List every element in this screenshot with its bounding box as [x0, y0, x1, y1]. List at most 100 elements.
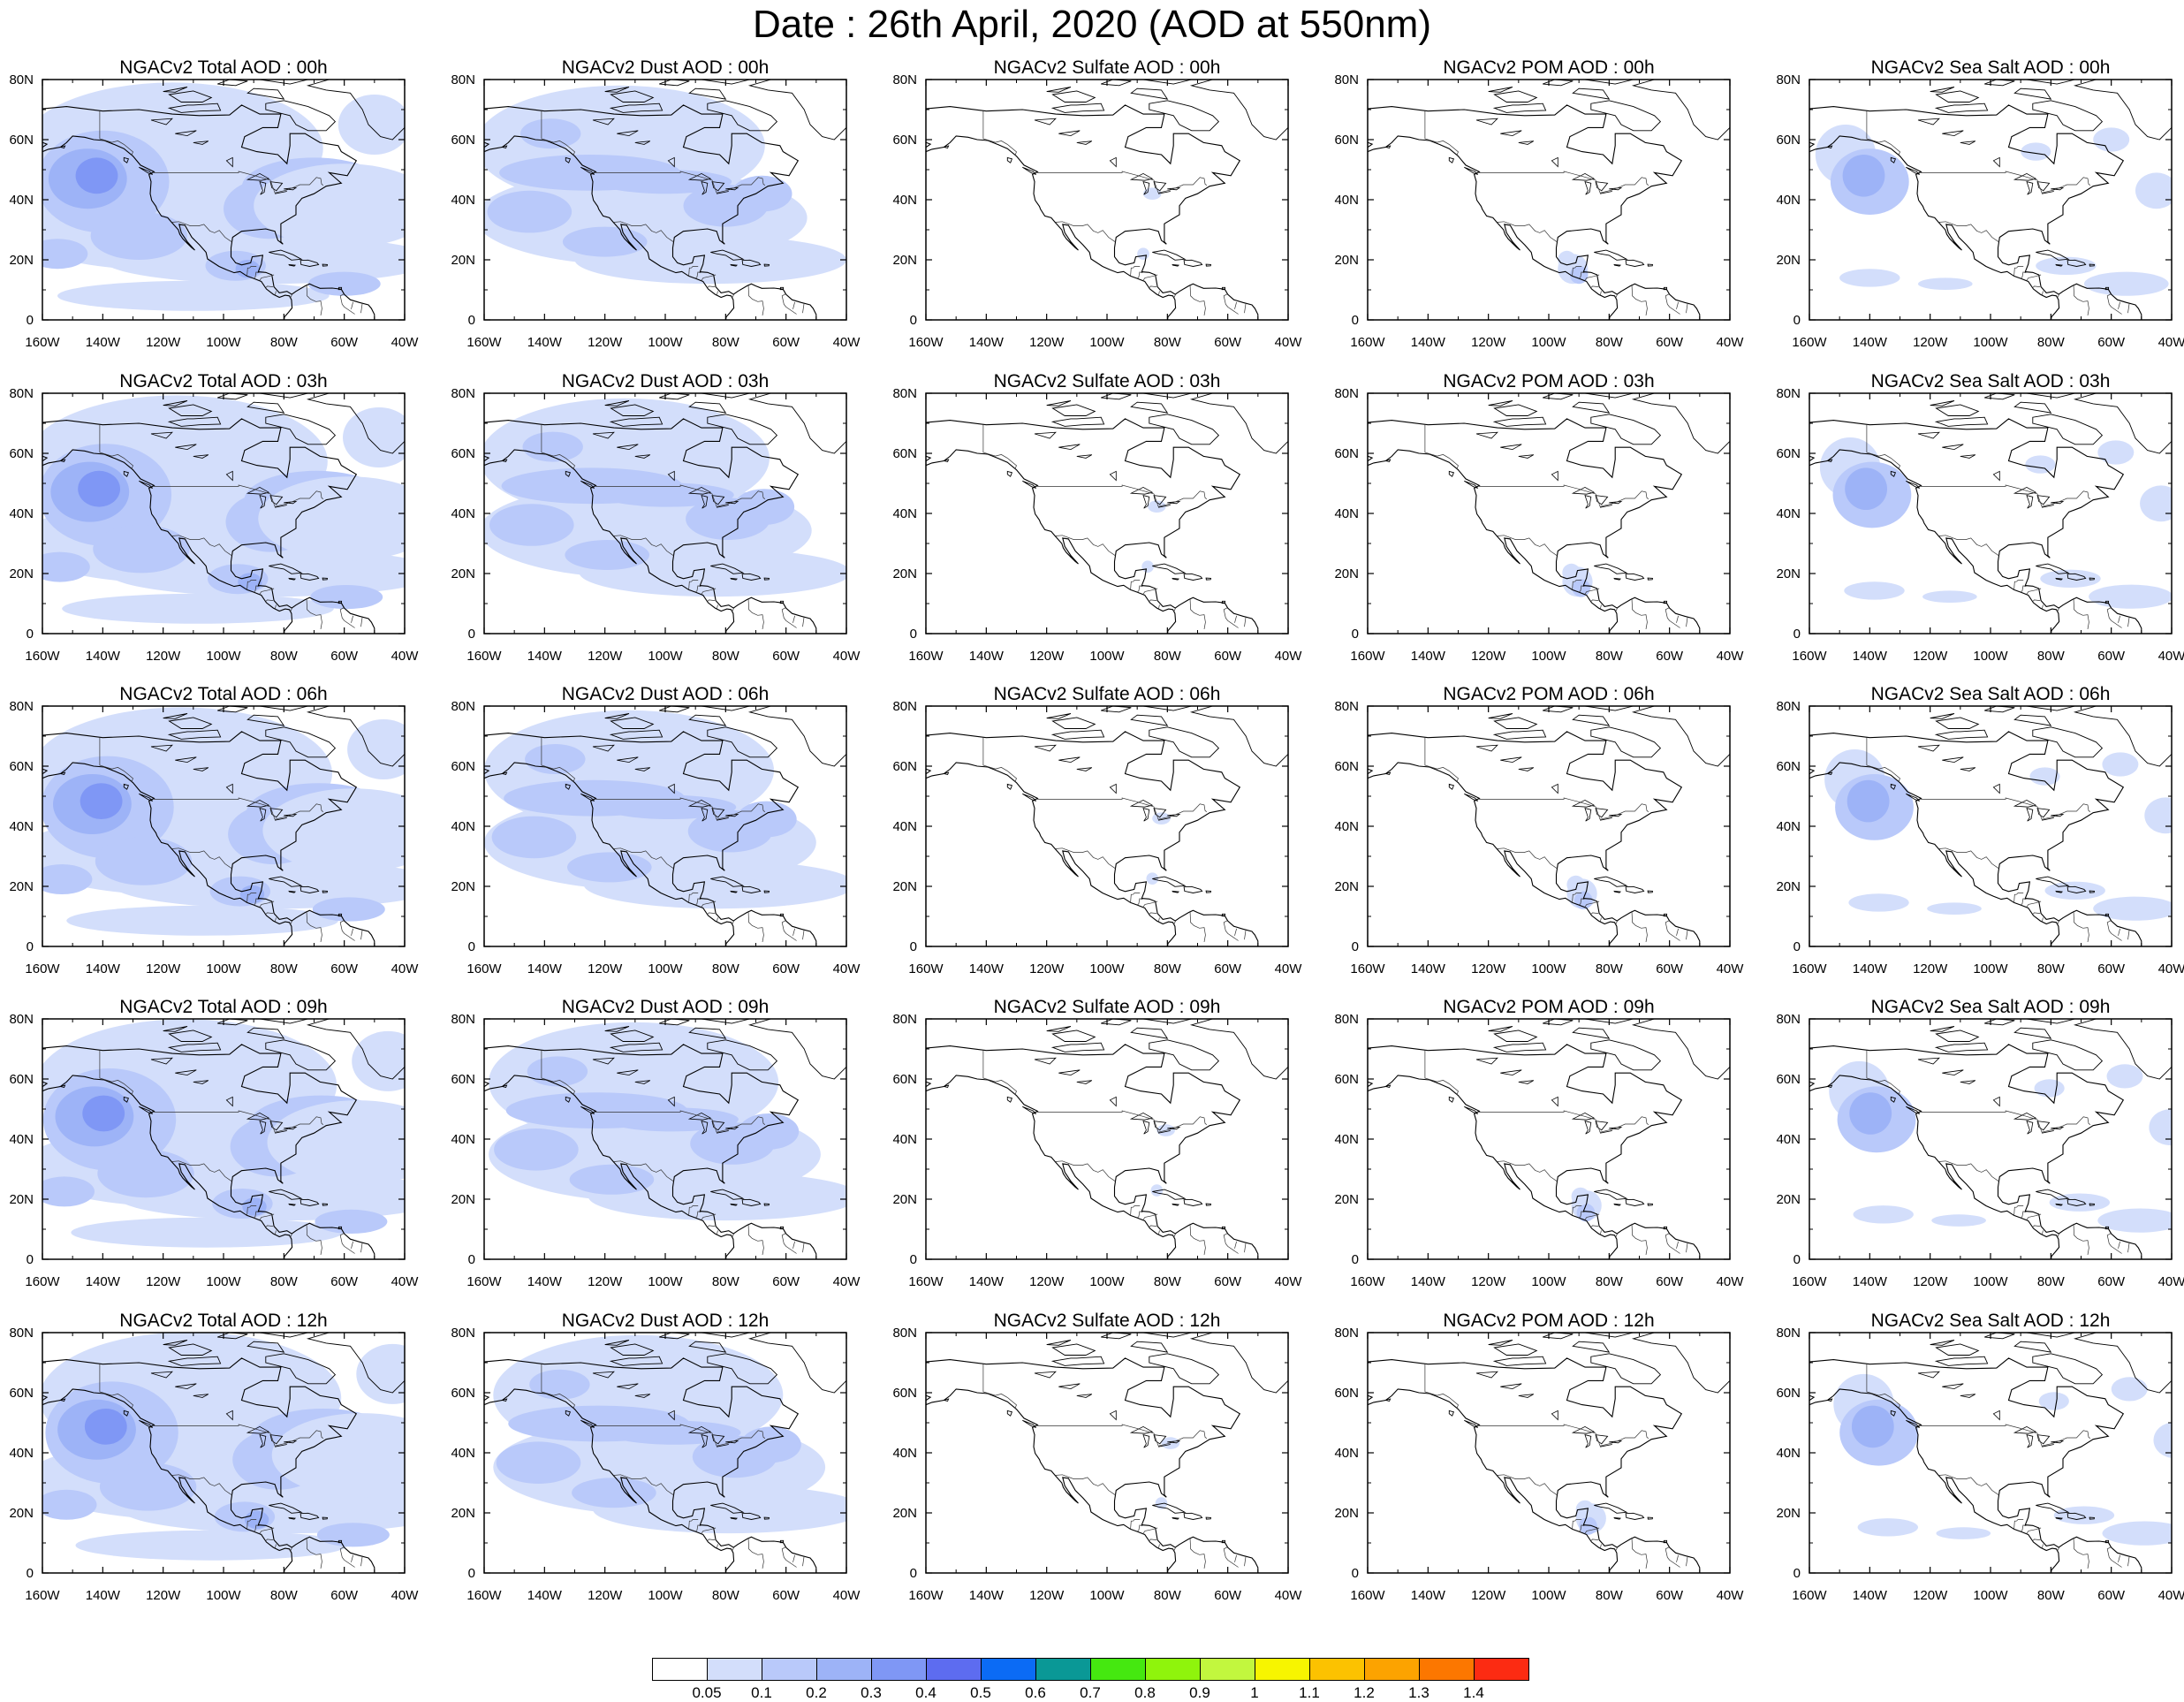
- island-outline: [565, 1096, 571, 1103]
- lake-outline: [1158, 191, 1171, 194]
- x-tick-label: 100W: [648, 1274, 683, 1289]
- lake-outline: [667, 156, 675, 168]
- lake-outline: [1571, 1425, 1596, 1434]
- island-outline: [779, 600, 785, 604]
- lake-outline: [1584, 495, 1592, 509]
- country-border: [2127, 302, 2130, 314]
- x-tick-label: 80W: [270, 961, 299, 976]
- x-tick-label: 80W: [1596, 1588, 1624, 1603]
- island-outline: [707, 1353, 778, 1385]
- aod-shading: [71, 1217, 343, 1248]
- lake-outline: [1960, 767, 1976, 771]
- coastline: [1368, 418, 1701, 634]
- aod-shading: [75, 157, 118, 194]
- x-tick-label: 80W: [2037, 961, 2066, 976]
- lake-outline: [1129, 799, 1154, 808]
- island-outline: [1384, 771, 1392, 776]
- country-border: [732, 1233, 734, 1238]
- lake-outline: [225, 1096, 233, 1107]
- x-tick-label: 160W: [1792, 335, 1827, 350]
- y-tick-label: 40N: [451, 193, 475, 208]
- y-tick-label: 40N: [892, 193, 917, 208]
- country-border: [1055, 535, 1116, 557]
- island-outline: [1890, 1409, 1896, 1417]
- y-tick-label: 0: [27, 1252, 34, 1267]
- island-outline: [942, 771, 950, 776]
- lake-outline: [1551, 156, 1558, 168]
- island-outline: [1183, 259, 1203, 267]
- country-border: [1938, 221, 1999, 243]
- island-outline: [565, 470, 571, 477]
- island-outline: [580, 793, 595, 802]
- country-border: [153, 1424, 324, 1447]
- lake-outline: [275, 1130, 287, 1134]
- aod-shading: [1579, 1516, 1597, 1535]
- island-outline: [659, 393, 690, 400]
- country-border: [1055, 847, 1116, 870]
- island-outline: [1825, 771, 1833, 776]
- country-border: [275, 604, 277, 610]
- y-tick-label: 0: [1352, 1566, 1359, 1581]
- island-outline: [1934, 103, 1989, 113]
- coastline: [1368, 104, 1701, 320]
- aod-shading: [244, 1510, 269, 1529]
- island-outline: [1930, 1340, 1955, 1346]
- x-tick-label: 160W: [908, 649, 944, 664]
- island-outline: [322, 263, 329, 267]
- x-tick-label: 160W: [25, 335, 60, 350]
- y-tick-label: 0: [910, 1566, 917, 1581]
- country-border: [1130, 580, 1141, 590]
- aod-shading: [82, 1095, 125, 1132]
- country-border: [1665, 1546, 1680, 1568]
- island-outline: [1825, 145, 1833, 149]
- island-outline: [1448, 1409, 1454, 1417]
- country-border: [360, 302, 363, 314]
- country-border: [732, 607, 734, 612]
- island-outline: [500, 459, 508, 463]
- lake-outline: [1960, 1394, 1976, 1398]
- lake-outline: [1076, 1080, 1093, 1084]
- island-outline: [1448, 1096, 1454, 1103]
- aod-shading: [312, 897, 385, 922]
- lake-outline: [1584, 1121, 1592, 1135]
- x-tick-label: 160W: [466, 335, 502, 350]
- country-border: [1142, 900, 1158, 908]
- aod-map: 160W 140W 120W 100W 80W 60W 40W 0 20N 40N 60N 80N: [1334, 72, 1744, 350]
- lake-outline: [1992, 156, 2000, 168]
- lake-outline: [617, 130, 639, 137]
- aod-shading: [2089, 584, 2172, 609]
- island-outline: [1934, 416, 1989, 427]
- colorbar-swatch: [707, 1658, 762, 1681]
- x-tick-label: 140W: [1411, 1274, 1446, 1289]
- x-tick-label: 120W: [1471, 1274, 1506, 1289]
- colorbar-swatch: [1419, 1658, 1475, 1681]
- island-outline: [168, 404, 213, 416]
- map-panel: NGACv2 Sulfate AOD : 00h 160W 140W 120W 100W…: [883, 57, 1325, 366]
- island-outline: [2089, 577, 2096, 581]
- lake-outline: [1076, 141, 1093, 145]
- island-outline: [741, 259, 762, 267]
- country-border: [2073, 1223, 2089, 1255]
- island-outline: [1906, 793, 1921, 802]
- x-tick-label: 100W: [1089, 1274, 1125, 1289]
- aod-shading: [2044, 881, 2105, 900]
- island-outline: [163, 1340, 188, 1346]
- y-tick-label: 20N: [451, 1192, 475, 1207]
- country-border: [153, 1110, 324, 1133]
- map-panel: NGACv2 Sea Salt AOD : 00h 160W 140W 120W 100…: [1767, 57, 2184, 366]
- country-border: [2127, 616, 2130, 627]
- country-border: [2026, 588, 2042, 595]
- country-border: [792, 928, 795, 936]
- island-outline: [610, 717, 655, 729]
- country-border: [2073, 284, 2089, 315]
- x-tick-label: 140W: [1853, 1274, 1888, 1289]
- island-outline: [500, 771, 508, 776]
- country-border: [2020, 1211, 2027, 1219]
- lake-outline: [1058, 1383, 1081, 1390]
- country-border: [1189, 910, 1206, 942]
- lake-outline: [275, 817, 287, 821]
- aod-map: 160W 140W 120W 100W 80W 60W 40W 0 20N 40N 60N 80N: [451, 1012, 861, 1289]
- island-outline: [1488, 400, 1513, 407]
- x-tick-label: 160W: [466, 1274, 502, 1289]
- x-tick-label: 60W: [2097, 649, 2126, 664]
